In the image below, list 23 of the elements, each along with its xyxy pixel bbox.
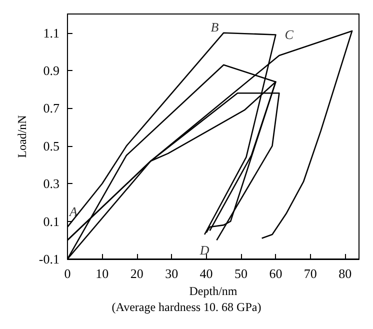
y-tick-label: 0.5: [43, 138, 60, 154]
x-tick-label: 40: [200, 266, 213, 281]
annotation: C: [284, 27, 294, 42]
x-tick-label: 0: [64, 266, 71, 281]
x-tick-label: 10: [96, 266, 109, 281]
x-tick-label: 20: [130, 266, 144, 281]
x-tick-label: 60: [269, 266, 282, 281]
text: (Average hardness 10. 68 GPa): [112, 300, 262, 314]
y-tick-label: 1.1: [43, 25, 60, 40]
x-tick-label: 80: [338, 266, 352, 281]
x-axis-title: Depth/nm: [189, 284, 238, 298]
x-tick-label: 70: [304, 266, 317, 281]
annotation: A: [68, 204, 78, 219]
y-tick-label: -0.1: [38, 252, 60, 266]
y-tick-label: 0.3: [43, 176, 60, 192]
y-axis-title: Load/nN: [15, 114, 29, 158]
y-tick-label: 0.7: [43, 100, 60, 116]
annotation: D: [198, 242, 210, 258]
x-tick-label: 50: [234, 266, 248, 281]
y-tick-label: 0.1: [43, 214, 60, 229]
x-tick-label: 30: [165, 266, 178, 281]
annotation: B: [210, 19, 219, 34]
y-tick-label: 0.9: [43, 63, 60, 78]
